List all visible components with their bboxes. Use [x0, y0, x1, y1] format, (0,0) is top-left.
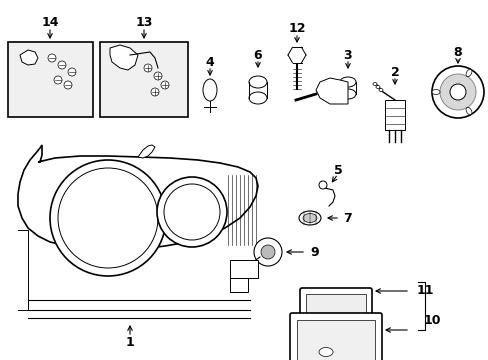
Ellipse shape [465, 107, 471, 115]
Text: 12: 12 [287, 22, 305, 35]
Text: 4: 4 [205, 55, 214, 68]
Circle shape [318, 181, 326, 189]
Ellipse shape [372, 82, 376, 86]
Circle shape [68, 68, 76, 76]
Bar [296, 320, 374, 360]
Circle shape [151, 88, 159, 96]
Text: 5: 5 [333, 163, 342, 176]
Ellipse shape [318, 347, 332, 356]
Circle shape [143, 64, 152, 72]
Ellipse shape [298, 211, 320, 225]
Ellipse shape [339, 89, 355, 99]
Circle shape [157, 177, 226, 247]
Polygon shape [110, 45, 138, 70]
Circle shape [261, 245, 274, 259]
Ellipse shape [378, 89, 382, 91]
Text: 3: 3 [343, 49, 351, 62]
Ellipse shape [248, 92, 266, 104]
Text: 9: 9 [310, 246, 319, 258]
Ellipse shape [203, 79, 217, 101]
Bar [229, 260, 258, 278]
FancyBboxPatch shape [299, 288, 371, 330]
Bar [229, 278, 247, 292]
Circle shape [64, 81, 72, 89]
Text: 14: 14 [41, 15, 59, 28]
Bar [8, 42, 93, 117]
Polygon shape [138, 145, 155, 158]
Ellipse shape [431, 90, 439, 95]
Bar [305, 294, 365, 324]
Bar [384, 100, 404, 130]
Circle shape [58, 168, 158, 268]
Ellipse shape [465, 69, 471, 77]
Circle shape [439, 74, 475, 110]
Text: 10: 10 [423, 314, 440, 327]
Circle shape [431, 66, 483, 118]
Polygon shape [315, 78, 347, 104]
Ellipse shape [375, 86, 379, 89]
Text: 1: 1 [125, 336, 134, 348]
Ellipse shape [339, 77, 355, 87]
Polygon shape [18, 145, 258, 250]
Ellipse shape [303, 213, 316, 222]
Text: 6: 6 [253, 49, 262, 62]
Text: 11: 11 [415, 284, 433, 297]
Text: 2: 2 [390, 66, 399, 78]
Circle shape [449, 84, 465, 100]
Polygon shape [20, 50, 38, 65]
Circle shape [163, 184, 220, 240]
Circle shape [154, 72, 162, 80]
Circle shape [50, 160, 165, 276]
Text: 13: 13 [135, 15, 152, 28]
Circle shape [58, 61, 66, 69]
Text: 8: 8 [453, 45, 461, 59]
Circle shape [161, 81, 169, 89]
Circle shape [54, 76, 62, 84]
Bar [100, 42, 187, 117]
Text: 7: 7 [343, 212, 352, 225]
Circle shape [253, 238, 282, 266]
FancyBboxPatch shape [289, 313, 381, 360]
Circle shape [48, 54, 56, 62]
Ellipse shape [248, 76, 266, 88]
